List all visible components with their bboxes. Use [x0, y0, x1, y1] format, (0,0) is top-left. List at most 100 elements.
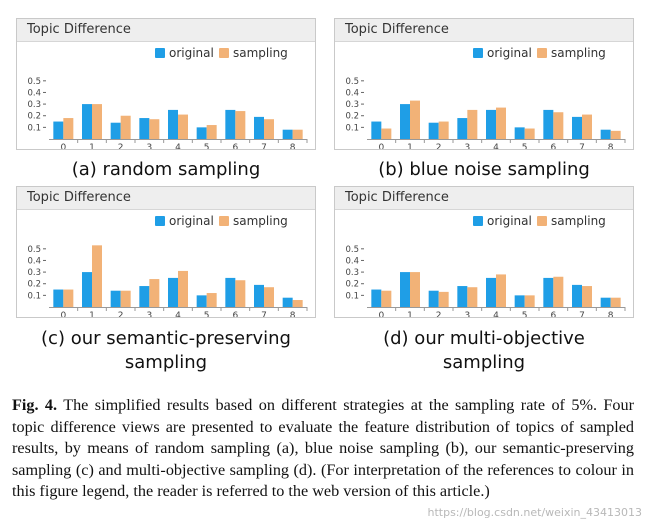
- bar-sampling-8: [610, 130, 621, 139]
- legend-label-original: original: [169, 46, 214, 60]
- x-tick-label: 0: [60, 143, 66, 149]
- bar-sampling-6: [553, 276, 564, 307]
- bar-original-6: [543, 109, 554, 139]
- bar-original-3: [139, 118, 150, 139]
- legend-label-original: original: [487, 46, 532, 60]
- bar-sampling-3: [149, 279, 160, 307]
- x-tick-label: 7: [579, 143, 585, 149]
- y-tick-label: 0.5: [27, 245, 41, 255]
- x-tick-label: 2: [118, 311, 124, 317]
- legend-label-original: original: [169, 214, 214, 228]
- bar-sampling-5: [206, 293, 217, 307]
- panel-title: Topic Difference: [17, 187, 315, 210]
- y-tick-label: 0.3: [27, 100, 41, 110]
- bar-original-6: [225, 277, 236, 307]
- bar-sampling-4: [178, 114, 188, 139]
- bar-original-2: [110, 290, 121, 307]
- bar-sampling-4: [178, 270, 188, 307]
- bar-original-1: [400, 272, 410, 307]
- bar-original-2: [428, 122, 439, 139]
- legend-swatch-original: [473, 48, 483, 58]
- bar-sampling-3: [467, 109, 478, 139]
- bar-original-7: [572, 284, 582, 307]
- bar-original-7: [254, 116, 264, 139]
- legend-label-sampling: sampling: [551, 46, 606, 60]
- x-tick-label: 6: [232, 143, 238, 149]
- caption-a: (a) random sampling: [71, 159, 261, 180]
- y-tick-label: 0.4: [27, 88, 41, 98]
- x-tick-label: 6: [550, 143, 556, 149]
- legend: original sampling: [473, 46, 606, 60]
- bar-original-1: [82, 272, 92, 307]
- x-tick-label: 5: [204, 311, 210, 317]
- bar-original-3: [139, 286, 150, 307]
- bar-original-3: [457, 118, 468, 139]
- x-tick-label: 6: [232, 311, 238, 317]
- bar-original-3: [457, 286, 468, 307]
- x-tick-label: 5: [522, 143, 528, 149]
- bar-original-2: [110, 122, 121, 139]
- figure-caption: Fig. 4. The simplified results based on …: [12, 395, 634, 503]
- legend-label-sampling: sampling: [233, 46, 288, 60]
- legend-swatch-original: [155, 216, 165, 226]
- chart-panel-c: Topic Difference original sampling 0.1 0.2 0…: [16, 186, 316, 318]
- panel-title: Topic Difference: [335, 19, 633, 42]
- bar-original-1: [82, 104, 92, 139]
- bar-sampling-8: [610, 297, 621, 307]
- bar-sampling-2: [438, 291, 449, 307]
- y-tick-label: 0.2: [345, 112, 359, 122]
- x-tick-label: 1: [89, 143, 95, 149]
- bar-original-4: [168, 277, 178, 307]
- bar-original-7: [254, 284, 264, 307]
- bar-sampling-0: [381, 290, 392, 307]
- x-tick-label: 0: [378, 143, 384, 149]
- bar-original-4: [486, 109, 496, 139]
- bar-original-4: [168, 109, 178, 139]
- chart-panel-d: Topic Difference original sampling 0.1 0.2 0…: [334, 186, 634, 318]
- legend-swatch-original: [155, 48, 165, 58]
- panel-title: Topic Difference: [335, 187, 633, 210]
- chart-panel-b: Topic Difference original sampling 0.1 0.2 0…: [334, 18, 634, 150]
- legend-label-sampling: sampling: [233, 214, 288, 228]
- bar-original-4: [486, 277, 496, 307]
- bar-sampling-3: [149, 119, 160, 139]
- x-tick-label: 0: [378, 311, 384, 317]
- figure-label: Fig. 4.: [12, 396, 58, 414]
- legend-label-sampling: sampling: [551, 214, 606, 228]
- bar-original-6: [225, 109, 236, 139]
- bar-chart-d: original sampling 0.10.2 0.3 0.40.5 0 1 2 3 4 5 6 7 8: [345, 214, 626, 317]
- bar-original-0: [53, 289, 64, 307]
- bar-sampling-2: [120, 115, 131, 139]
- x-tick-label: 3: [464, 143, 470, 149]
- panel-title: Topic Difference: [17, 19, 315, 42]
- y-tick-label: 0.1: [345, 291, 359, 301]
- bar-sampling-1: [410, 272, 420, 307]
- bar-original-5: [196, 127, 207, 139]
- y-tick-label: 0.1: [27, 123, 41, 133]
- legend-label-original: original: [487, 214, 532, 228]
- x-tick-label: 7: [261, 143, 267, 149]
- x-tick-label: 3: [464, 311, 470, 317]
- x-tick-label: 8: [290, 143, 296, 149]
- y-tick-label: 0.2: [27, 280, 41, 290]
- bar-original-7: [572, 116, 582, 139]
- bar-chart-c: original sampling 0.10.2 0.3 0.40.5 0 1 2 3 4 5 6 7 8: [27, 214, 308, 317]
- bar-sampling-6: [235, 111, 246, 139]
- caption-b: (b) blue noise sampling: [378, 159, 590, 180]
- bar-sampling-4: [496, 274, 506, 307]
- y-tick-label: 0.3: [345, 100, 359, 110]
- x-tick-label: 1: [407, 311, 413, 317]
- x-tick-label: 2: [118, 143, 124, 149]
- bar-sampling-1: [410, 100, 420, 139]
- bar-original-0: [53, 121, 64, 139]
- x-tick-label: 1: [407, 143, 413, 149]
- caption-d: (d) our multi-objective sampling: [383, 328, 585, 373]
- bar-sampling-1: [92, 245, 102, 307]
- legend: original sampling: [155, 214, 288, 228]
- y-tick-label: 0.1: [27, 291, 41, 301]
- bar-original-6: [543, 277, 554, 307]
- x-tick-label: 7: [261, 311, 267, 317]
- y-tick-label: 0.4: [27, 256, 41, 266]
- bar-original-8: [600, 297, 611, 307]
- x-tick-label: 8: [608, 143, 614, 149]
